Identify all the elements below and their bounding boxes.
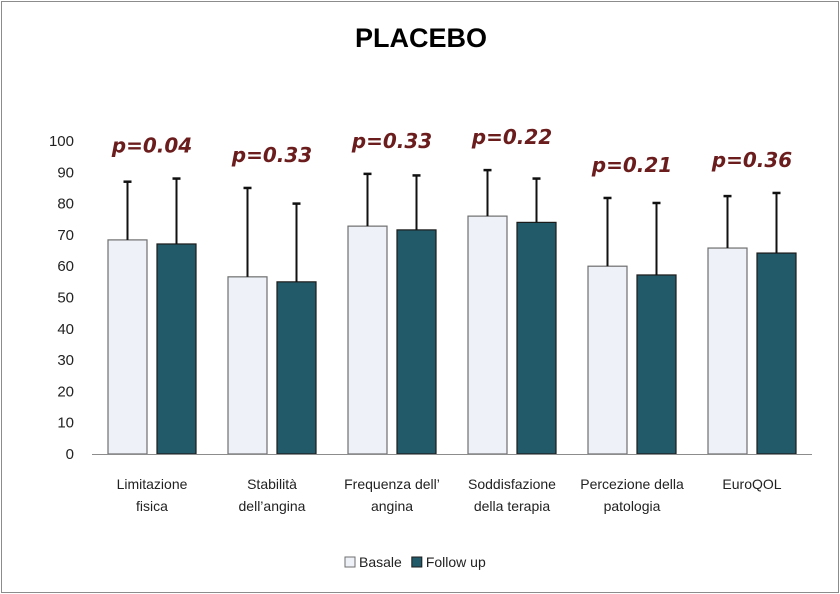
bar-follow-up (156, 243, 197, 455)
y-tick-label: 50 (57, 290, 74, 307)
x-axis-labels: Limitazione fisica Stabilità dell’angina Fre… (117, 476, 782, 514)
bar-basale (707, 247, 748, 455)
chart-title: PLACEBO (355, 23, 487, 53)
bar-follow-up (396, 229, 437, 455)
x-tick-label: Percezione della (580, 476, 684, 492)
p-value-label: p=0.36 (711, 148, 793, 172)
x-tick-label: Stabilità (247, 476, 297, 492)
y-tick-label: 30 (57, 352, 74, 369)
y-tick-label: 0 (66, 446, 74, 463)
legend-label: Follow up (426, 554, 486, 570)
y-tick-label: 70 (57, 227, 74, 244)
y-tick-label: 40 (57, 321, 74, 338)
bar-basale (107, 239, 148, 455)
y-tick-label: 20 (57, 383, 74, 400)
bar-basale (227, 276, 268, 455)
legend-swatch (344, 556, 356, 568)
y-axis: 0 10 20 30 40 50 60 70 80 90 100 (49, 133, 74, 463)
x-tick-label: Limitazione (117, 476, 188, 492)
bar-follow-up (636, 274, 677, 455)
y-tick-label: 90 (57, 164, 74, 181)
p-value-label: p=0.22 (471, 125, 552, 149)
bars (107, 215, 797, 455)
x-tick-label: EuroQOL (722, 476, 781, 492)
p-value-label: p=0.33 (351, 129, 432, 153)
y-tick-label: 80 (57, 196, 74, 213)
bar-follow-up (516, 221, 557, 455)
x-tick-label: angina (371, 498, 413, 514)
bar-basale (347, 225, 388, 455)
bar-follow-up (276, 281, 317, 455)
bar-basale (467, 215, 508, 455)
p-value-label: p=0.04 (111, 134, 192, 158)
error-bars (123, 168, 781, 282)
y-tick-label: 100 (49, 133, 74, 150)
bar-follow-up (756, 252, 797, 455)
y-tick-label: 60 (57, 258, 74, 275)
legend: Basale Follow up (344, 554, 486, 570)
x-tick-label: fisica (136, 498, 168, 514)
x-tick-label: della terapia (474, 498, 550, 514)
x-tick-label: dell’angina (239, 498, 306, 514)
bar-basale (587, 265, 628, 455)
x-tick-label: patologia (604, 498, 661, 514)
legend-label: Basale (359, 554, 402, 570)
x-tick-label: Frequenza dell’ (344, 476, 440, 492)
legend-swatch (411, 556, 423, 568)
x-tick-label: Soddisfazione (468, 476, 556, 492)
p-value-label: p=0.21 (591, 153, 672, 177)
y-tick-label: 10 (57, 415, 74, 432)
p-value-label: p=0.33 (231, 143, 312, 167)
p-value-annotations: p=0.04 p=0.33 p=0.33 p=0.22 p=0.21 p=0.36 (111, 125, 793, 177)
